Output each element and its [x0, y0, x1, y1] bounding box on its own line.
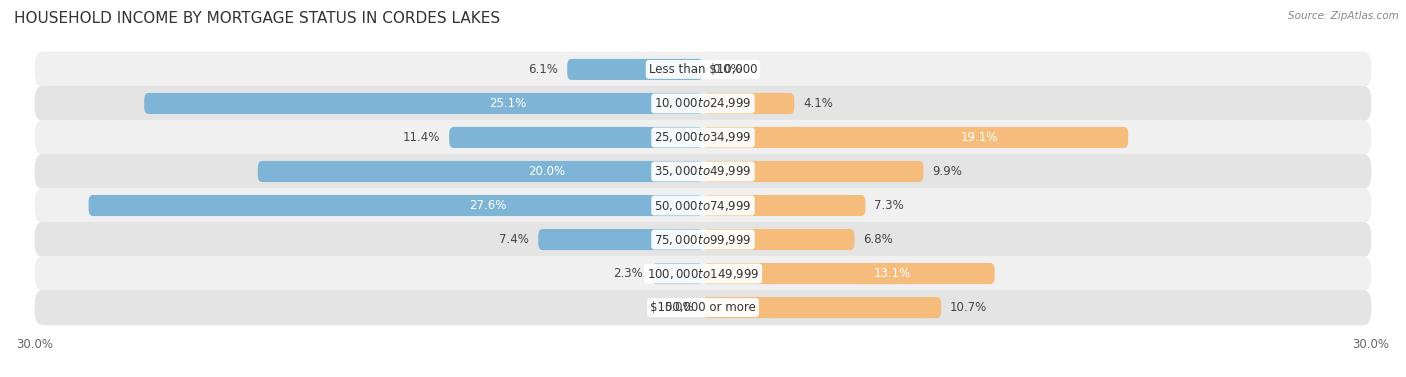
FancyBboxPatch shape [35, 154, 1371, 189]
Text: Source: ZipAtlas.com: Source: ZipAtlas.com [1288, 11, 1399, 21]
Text: 7.3%: 7.3% [875, 199, 904, 212]
FancyBboxPatch shape [35, 290, 1371, 325]
Text: 13.1%: 13.1% [875, 267, 911, 280]
FancyBboxPatch shape [703, 195, 866, 216]
Text: 0.0%: 0.0% [665, 301, 695, 314]
Text: $25,000 to $34,999: $25,000 to $34,999 [654, 130, 752, 144]
FancyBboxPatch shape [538, 229, 703, 250]
Text: $10,000 to $24,999: $10,000 to $24,999 [654, 97, 752, 110]
FancyBboxPatch shape [652, 263, 703, 284]
Text: 4.1%: 4.1% [803, 97, 832, 110]
FancyBboxPatch shape [35, 86, 1371, 121]
Text: 19.1%: 19.1% [960, 131, 998, 144]
FancyBboxPatch shape [703, 127, 1128, 148]
Text: 20.0%: 20.0% [529, 165, 565, 178]
FancyBboxPatch shape [703, 93, 794, 114]
Text: $150,000 or more: $150,000 or more [650, 301, 756, 314]
Text: 7.4%: 7.4% [499, 233, 529, 246]
FancyBboxPatch shape [703, 297, 941, 318]
Text: 27.6%: 27.6% [470, 199, 506, 212]
FancyBboxPatch shape [703, 229, 855, 250]
Text: 2.3%: 2.3% [613, 267, 643, 280]
Text: 9.9%: 9.9% [932, 165, 962, 178]
Text: 11.4%: 11.4% [404, 131, 440, 144]
FancyBboxPatch shape [35, 52, 1371, 87]
Text: $50,000 to $74,999: $50,000 to $74,999 [654, 199, 752, 213]
FancyBboxPatch shape [89, 195, 703, 216]
Text: $35,000 to $49,999: $35,000 to $49,999 [654, 164, 752, 178]
FancyBboxPatch shape [35, 120, 1371, 155]
Text: $75,000 to $99,999: $75,000 to $99,999 [654, 233, 752, 247]
FancyBboxPatch shape [35, 256, 1371, 291]
Text: 10.7%: 10.7% [950, 301, 987, 314]
FancyBboxPatch shape [145, 93, 703, 114]
Text: Less than $10,000: Less than $10,000 [648, 63, 758, 76]
FancyBboxPatch shape [703, 263, 994, 284]
Text: 6.8%: 6.8% [863, 233, 893, 246]
FancyBboxPatch shape [35, 222, 1371, 257]
Text: 25.1%: 25.1% [489, 97, 526, 110]
FancyBboxPatch shape [257, 161, 703, 182]
FancyBboxPatch shape [703, 161, 924, 182]
FancyBboxPatch shape [449, 127, 703, 148]
FancyBboxPatch shape [35, 188, 1371, 223]
Text: 0.0%: 0.0% [711, 63, 741, 76]
Text: HOUSEHOLD INCOME BY MORTGAGE STATUS IN CORDES LAKES: HOUSEHOLD INCOME BY MORTGAGE STATUS IN C… [14, 11, 501, 26]
FancyBboxPatch shape [567, 59, 703, 80]
Text: 6.1%: 6.1% [529, 63, 558, 76]
Text: $100,000 to $149,999: $100,000 to $149,999 [647, 267, 759, 280]
